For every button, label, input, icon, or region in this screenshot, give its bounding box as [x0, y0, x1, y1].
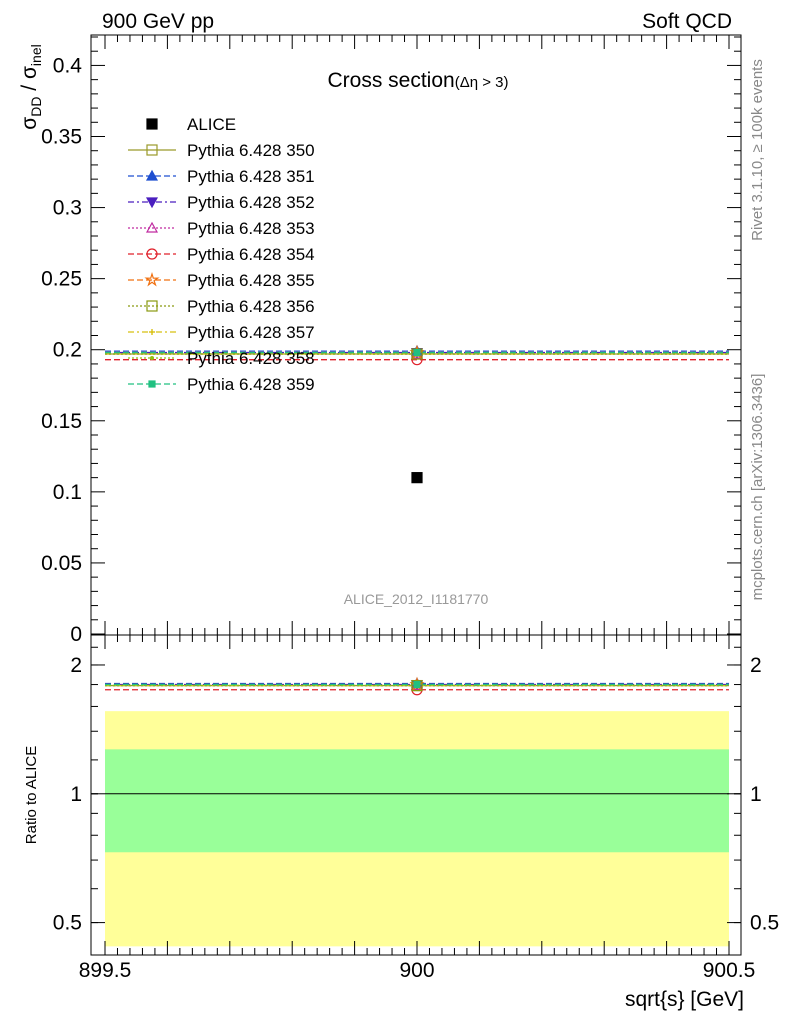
main-y-label: σDD / σinel — [18, 44, 44, 129]
legend-entry-0: Pythia 6.428 350 — [128, 141, 315, 160]
legend-entry-2: Pythia 6.428 352 — [128, 193, 315, 212]
legend-entry-3: Pythia 6.428 353 — [128, 219, 315, 238]
header-left: 900 GeV pp — [102, 10, 214, 33]
ratio-band-1 — [105, 749, 729, 853]
legend-entry-8: Pythia 6.428 358 — [128, 349, 315, 368]
legend: ALICE Pythia 6.428 350 Pythia 6.428 351 Pyt… — [128, 115, 315, 394]
y-tick-label: 0.15 — [41, 410, 82, 433]
legend-label-8: Pythia 6.428 358 — [187, 349, 315, 368]
main-title: Cross section(Δη > 3) — [327, 69, 508, 92]
legend-label-7: Pythia 6.428 357 — [187, 323, 315, 342]
main-points — [409, 344, 425, 484]
legend-label-5: Pythia 6.428 355 — [187, 271, 315, 290]
legend-marker-2 — [145, 197, 159, 209]
ratio-y-tick-label-left: 1 — [70, 783, 82, 806]
ratio-y-tick-label-right: 1 — [750, 783, 762, 806]
watermark: ALICE_2012_I1181770 — [344, 591, 489, 607]
legend-marker-1 — [145, 169, 159, 181]
ratio-y-tick-label-right: 0.5 — [750, 912, 779, 935]
ratio-frame — [90, 634, 742, 956]
legend-marker-0 — [146, 144, 158, 156]
legend-marker-3 — [145, 221, 159, 233]
legend-entry-5: Pythia 6.428 355 — [128, 271, 315, 290]
legend-entry-data: ALICE — [146, 115, 236, 134]
legend-entry-1: Pythia 6.428 351 — [128, 167, 315, 186]
ratio-bands — [105, 711, 729, 947]
legend-label-1: Pythia 6.428 351 — [187, 167, 315, 186]
x-tick-label: 900.5 — [703, 959, 756, 982]
ratio-y-tick-label-right: 2 — [750, 654, 762, 677]
legend-marker-7 — [149, 329, 155, 335]
legend-marker-5 — [144, 271, 160, 287]
rivet-label: Rivet 3.1.10, ≥ 100k events — [749, 59, 766, 241]
legend-marker-6 — [146, 300, 158, 312]
x-tick-label: 900 — [399, 959, 434, 982]
legend-marker-4 — [146, 248, 158, 260]
legend-marker-9 — [148, 380, 156, 388]
legend-entry-6: Pythia 6.428 356 — [128, 297, 315, 316]
y-tick-label: 0 — [70, 623, 82, 646]
x-tick-labels: 899.5 900 900.5 — [79, 959, 756, 982]
ratio-y-tick-label-left: 2 — [70, 654, 82, 677]
alice-data-point — [411, 472, 423, 484]
legend-entry-4: Pythia 6.428 354 — [128, 245, 315, 264]
y-tick-label: 0.1 — [53, 481, 82, 504]
ratio-tick-labels: 0.5 0.5 1 1 2 2 — [53, 654, 779, 935]
legend-entry-7: Pythia 6.428 357 — [128, 323, 315, 342]
legend-marker-8 — [150, 356, 154, 360]
legend-label-4: Pythia 6.428 354 — [187, 245, 315, 264]
x-tick-label: 899.5 — [79, 959, 132, 982]
y-tick-label: 0.35 — [41, 126, 82, 149]
ratio-marker-6 — [411, 679, 423, 692]
main-tick-labels: 0 0.05 0.1 0.15 0.2 0.25 0.3 0.35 0.4 — [41, 54, 82, 646]
ratio-y-label: Ratio to ALICE — [23, 746, 40, 844]
legend-label-data: ALICE — [187, 115, 236, 134]
ratio-y-tick-label-left: 0.5 — [53, 912, 82, 935]
x-axis-label: sqrt{s} [GeV] — [625, 988, 744, 1011]
ratio-points — [409, 676, 425, 696]
y-tick-label: 0.3 — [53, 197, 82, 220]
legend-label-2: Pythia 6.428 352 — [187, 193, 315, 212]
legend-label-3: Pythia 6.428 353 — [187, 219, 315, 238]
y-tick-label: 0.05 — [41, 552, 82, 575]
ratio-ticks — [91, 635, 741, 955]
legend-label-0: Pythia 6.428 350 — [187, 141, 315, 160]
y-tick-label: 0.25 — [41, 268, 82, 291]
y-tick-label: 0.4 — [53, 54, 83, 77]
legend-marker-data — [146, 118, 158, 130]
legend-label-6: Pythia 6.428 356 — [187, 297, 315, 316]
legend-label-9: Pythia 6.428 359 — [187, 375, 315, 394]
legend-entry-9: Pythia 6.428 359 — [128, 375, 315, 394]
source-label: mcplots.cern.ch [arXiv:1306.3436] — [749, 374, 766, 601]
header-right: Soft QCD — [642, 10, 732, 33]
main-ticks — [91, 35, 741, 635]
y-tick-label: 0.2 — [53, 339, 82, 362]
ratio-marker-9 — [413, 680, 421, 689]
series-marker-9 — [413, 348, 421, 357]
